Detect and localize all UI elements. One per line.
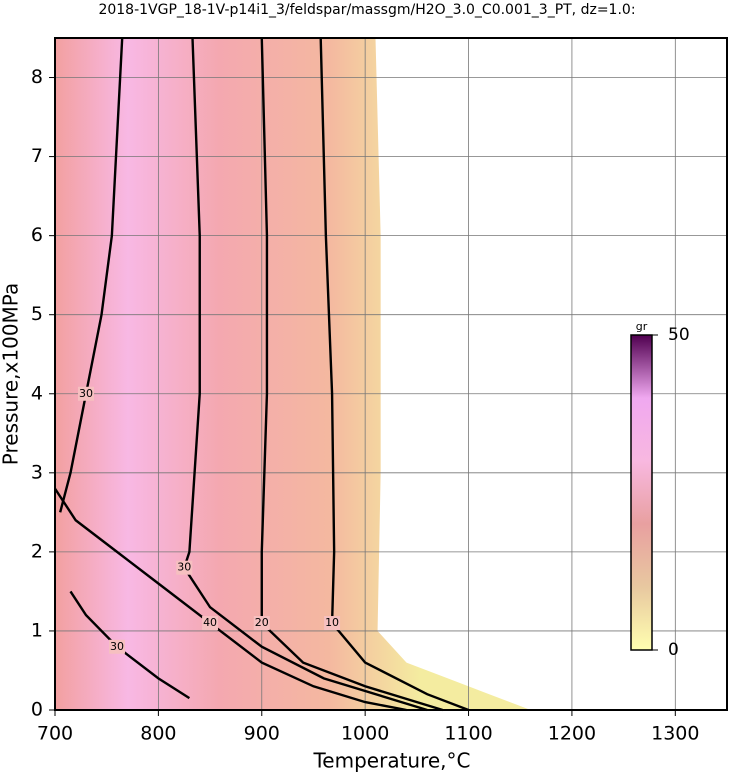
contour-label: 20 [255,616,269,629]
contour-label: 30 [177,561,191,574]
contour-label-bg [78,386,95,401]
contour-label-bg [202,616,219,631]
x-tick-label: 1300 [651,723,699,745]
y-tick-label: 8 [31,66,43,88]
contour-label: 30 [110,640,124,653]
contour-label-bg [324,616,341,631]
x-tick-label: 1200 [548,723,596,745]
x-tick-label: 800 [140,723,176,745]
y-tick-label: 0 [31,699,43,721]
y-axis-label: Pressure,x100MPa [0,283,23,465]
contour-label-bg [253,616,270,631]
y-tick-label: 2 [31,540,43,562]
contour-label-bg [109,639,126,654]
contour-line [59,37,124,513]
plot-frame [54,37,728,711]
y-tick-label: 4 [31,382,43,404]
contour-label: 30 [79,387,93,400]
y-tick-label: 3 [31,461,43,483]
x-tick-label: 900 [244,723,280,745]
y-tick-label: 6 [31,224,43,246]
y-tick-label: 1 [31,619,43,641]
x-tick-label: 1100 [444,723,492,745]
filled-region [55,38,531,710]
x-tick-label: 1000 [341,723,389,745]
y-tick-label: 7 [31,145,43,167]
contour-label: 40 [203,616,217,629]
contour-line [260,37,444,712]
colorbar-tick-label: 50 [668,325,690,345]
x-tick-label: 700 [37,723,73,745]
y-tick-label: 5 [31,303,43,325]
chart-title: 2018-1VGP_18-1V-p14i1_3/feldspar/massgm/… [98,2,635,18]
contour-label: 10 [325,616,339,629]
contour-label-bg [176,560,193,575]
colorbar-tick-label: 0 [668,640,679,660]
colorbar-label: gr [636,320,648,333]
x-axis-label: Temperature,°C [312,749,470,773]
colorbar [630,334,653,651]
contour-line [319,37,469,712]
